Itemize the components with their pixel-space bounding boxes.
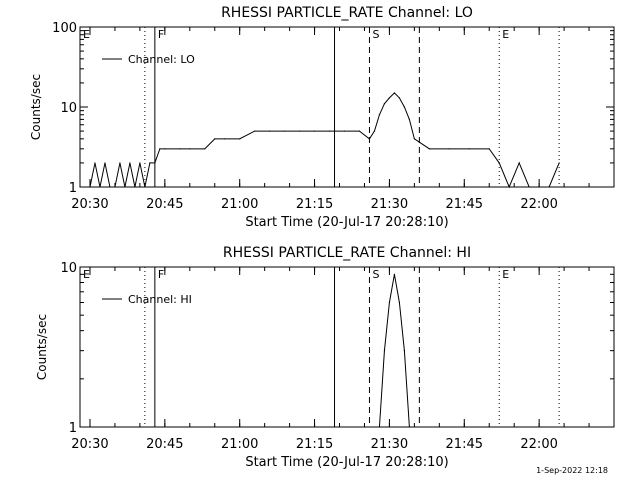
- data-point: [269, 130, 271, 132]
- data-point: [164, 148, 166, 150]
- data-point: [254, 130, 256, 132]
- data-point: [313, 130, 316, 132]
- data-point: [383, 350, 386, 352]
- data-point: [189, 148, 191, 150]
- data-point: [408, 426, 410, 428]
- y-tick-label: 10: [60, 101, 77, 116]
- marker-label: F: [158, 268, 164, 281]
- x-tick-label: 21:15: [296, 197, 333, 212]
- data-point: [368, 138, 371, 140]
- marker-label: S: [372, 268, 379, 281]
- data-point: [239, 138, 241, 140]
- data-point: [383, 103, 386, 105]
- data-point: [119, 162, 121, 164]
- data-point: [224, 138, 226, 140]
- x-tick-label: 20:45: [146, 197, 183, 212]
- data-point: [538, 186, 540, 188]
- data-point: [413, 138, 415, 140]
- x-axis-label: Start Time (20-Jul-17 20:28:10): [245, 215, 448, 230]
- data-point: [129, 162, 131, 164]
- data-point: [488, 148, 490, 150]
- data-point: [388, 301, 391, 304]
- data-point: [298, 130, 301, 132]
- data-point: [109, 186, 111, 188]
- x-tick-label: 22:00: [520, 197, 557, 212]
- legend-entry: Channel: LO: [128, 53, 195, 66]
- data-point: [154, 162, 156, 164]
- marker-label: S: [372, 28, 379, 41]
- data-point: [358, 130, 361, 132]
- data-point: [388, 97, 391, 99]
- data-point: [99, 186, 101, 188]
- legend-entry: Channel: HI: [128, 293, 192, 306]
- data-point: [378, 114, 381, 116]
- y-axis-label: Counts/sec: [35, 314, 49, 380]
- marker-label: F: [158, 28, 164, 41]
- chart-title: RHESSI PARTICLE_RATE Channel: HI: [223, 245, 471, 261]
- data-point: [94, 162, 96, 164]
- data-point: [124, 186, 126, 188]
- data-point: [378, 426, 381, 428]
- data-point: [518, 162, 520, 164]
- data-point: [139, 162, 141, 164]
- data-point: [159, 148, 161, 150]
- data-point: [114, 186, 116, 188]
- data-point: [398, 97, 401, 99]
- data-point: [428, 148, 430, 150]
- data-point: [393, 92, 396, 94]
- y-tick-label: 1: [69, 181, 77, 196]
- data-point: [408, 118, 410, 120]
- y-tick-label: 1: [69, 421, 77, 436]
- data-point: [149, 162, 151, 164]
- marker-label: E: [83, 28, 90, 41]
- y-tick-label: 100: [52, 21, 77, 36]
- marker-label: E: [502, 28, 509, 41]
- data-point: [214, 138, 216, 140]
- x-axis-label: Start Time (20-Jul-17 20:28:10): [245, 455, 448, 470]
- data-point: [528, 186, 530, 188]
- data-point: [343, 130, 346, 132]
- data-point: [204, 148, 206, 150]
- data-point: [398, 301, 401, 304]
- x-tick-label: 20:45: [146, 437, 183, 452]
- chart-title: RHESSI PARTICLE_RATE Channel: LO: [221, 5, 473, 21]
- marker-label: E: [502, 268, 509, 281]
- data-point: [393, 273, 396, 275]
- y-axis-label: Counts/sec: [29, 74, 43, 140]
- data-point: [144, 186, 146, 188]
- data-point: [558, 162, 560, 164]
- data-point: [498, 162, 500, 164]
- data-point: [403, 106, 405, 108]
- y-tick-label: 10: [60, 261, 77, 276]
- data-point: [284, 130, 286, 132]
- data-point: [448, 148, 450, 150]
- x-tick-label: 21:45: [446, 437, 483, 452]
- x-tick-label: 21:30: [371, 197, 408, 212]
- footer-timestamp: 1-Sep-2022 12:18: [536, 466, 608, 475]
- data-point: [104, 162, 106, 164]
- data-point: [134, 186, 136, 188]
- data-point: [373, 130, 376, 132]
- x-tick-label: 21:15: [296, 437, 333, 452]
- x-tick-label: 21:30: [371, 437, 408, 452]
- x-tick-label: 21:45: [446, 197, 483, 212]
- marker-label: E: [83, 268, 90, 281]
- x-tick-label: 22:00: [520, 437, 557, 452]
- data-point: [468, 148, 470, 150]
- x-tick-label: 21:00: [221, 437, 258, 452]
- data-point: [328, 130, 331, 132]
- x-tick-label: 20:30: [71, 437, 108, 452]
- data-point: [508, 186, 510, 188]
- data-point: [179, 148, 181, 150]
- data-point: [548, 186, 550, 188]
- data-point: [89, 186, 91, 188]
- x-tick-label: 20:30: [71, 197, 108, 212]
- data-point: [403, 350, 405, 352]
- x-tick-label: 21:00: [221, 197, 258, 212]
